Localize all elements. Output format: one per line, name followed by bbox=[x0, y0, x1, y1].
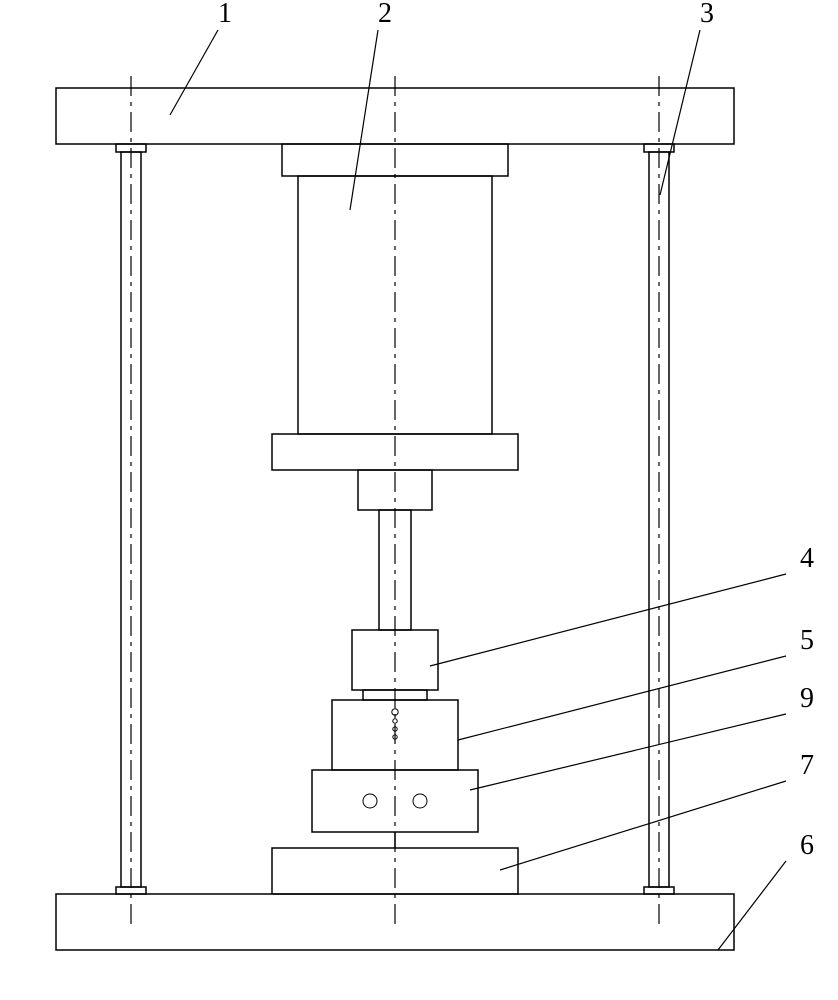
callout-label-5: 5 bbox=[800, 625, 814, 656]
leader-line bbox=[660, 30, 700, 195]
callout-label-6: 6 bbox=[800, 830, 814, 861]
callout-label-1: 1 bbox=[218, 0, 232, 29]
leader-line bbox=[350, 30, 378, 210]
leader-line bbox=[500, 781, 786, 870]
hole-circle bbox=[363, 794, 377, 808]
callout-label-7: 7 bbox=[800, 750, 814, 781]
left-col-cap-bot bbox=[116, 887, 146, 894]
leader-line bbox=[170, 30, 218, 115]
dot bbox=[393, 719, 397, 723]
callout-label-9: 9 bbox=[800, 683, 814, 714]
right-col-cap-bot bbox=[644, 887, 674, 894]
callout-label-3: 3 bbox=[700, 0, 714, 29]
hole-circle bbox=[413, 794, 427, 808]
leader-line bbox=[718, 861, 786, 950]
callout-label-2: 2 bbox=[378, 0, 392, 29]
leader-line bbox=[430, 574, 786, 666]
leader-line bbox=[458, 656, 786, 740]
callout-label-4: 4 bbox=[800, 543, 814, 574]
